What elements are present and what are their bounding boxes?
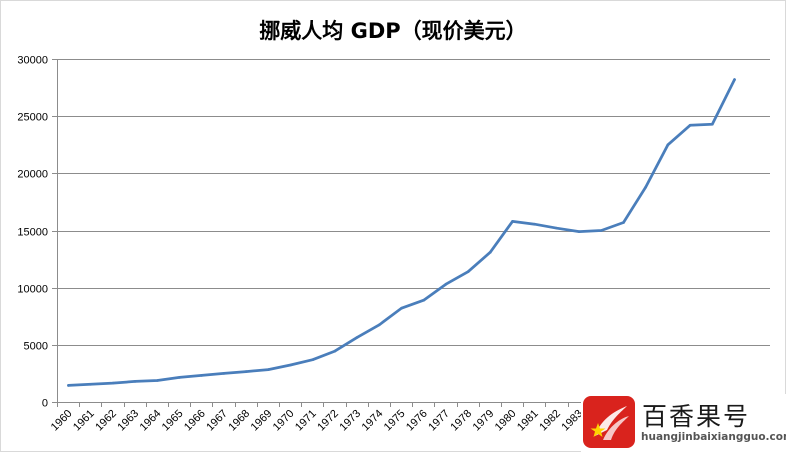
data-point (111, 381, 115, 385)
data-point (489, 250, 492, 254)
data-point (311, 358, 315, 362)
data-point (333, 349, 337, 353)
data-point (711, 122, 714, 126)
data-point (466, 270, 470, 274)
y-tick-label: 5000 (24, 341, 48, 353)
y-tick-label: 0 (42, 398, 48, 410)
grid-lines (57, 59, 770, 346)
series-layer (67, 78, 736, 387)
data-point (133, 380, 137, 383)
data-point (89, 383, 92, 386)
data-point (156, 379, 159, 382)
y-tick-label: 10000 (17, 284, 48, 296)
data-point (555, 226, 559, 230)
data-point (178, 376, 181, 379)
data-point (422, 298, 426, 302)
data-point (666, 143, 670, 147)
data-point (400, 306, 403, 310)
y-tick-labels: 0 5000 10000 15000 20000 25000 30000 (17, 55, 48, 410)
y-tick-label: 30000 (17, 55, 48, 67)
data-point (378, 323, 381, 327)
data-point (533, 222, 536, 226)
chart-title: 挪威人均 GDP（现价美元） (259, 19, 526, 43)
data-point (222, 372, 226, 375)
axes (52, 59, 770, 407)
data-point (289, 363, 292, 367)
data-point (244, 370, 248, 373)
data-point (577, 230, 581, 233)
watermark-name: 百香果号 (642, 402, 751, 431)
y-tick-label: 20000 (17, 169, 48, 181)
data-point (600, 229, 603, 232)
watermark-url: huangjinbaixiangguo.com (641, 431, 786, 443)
data-point (644, 185, 647, 189)
data-point (622, 221, 625, 224)
data-point (267, 368, 270, 371)
watermark-logo-icon (583, 396, 635, 448)
data-point (688, 124, 692, 127)
data-point (355, 336, 359, 339)
data-point (444, 282, 448, 286)
data-point (67, 384, 70, 387)
watermark: 百香果号 huangjinbaixiangguo.com (581, 394, 786, 452)
data-point (733, 78, 736, 81)
data-point (200, 374, 203, 377)
y-tick-label: 15000 (17, 227, 48, 239)
y-tick-label: 25000 (17, 112, 48, 124)
data-point (511, 220, 514, 223)
